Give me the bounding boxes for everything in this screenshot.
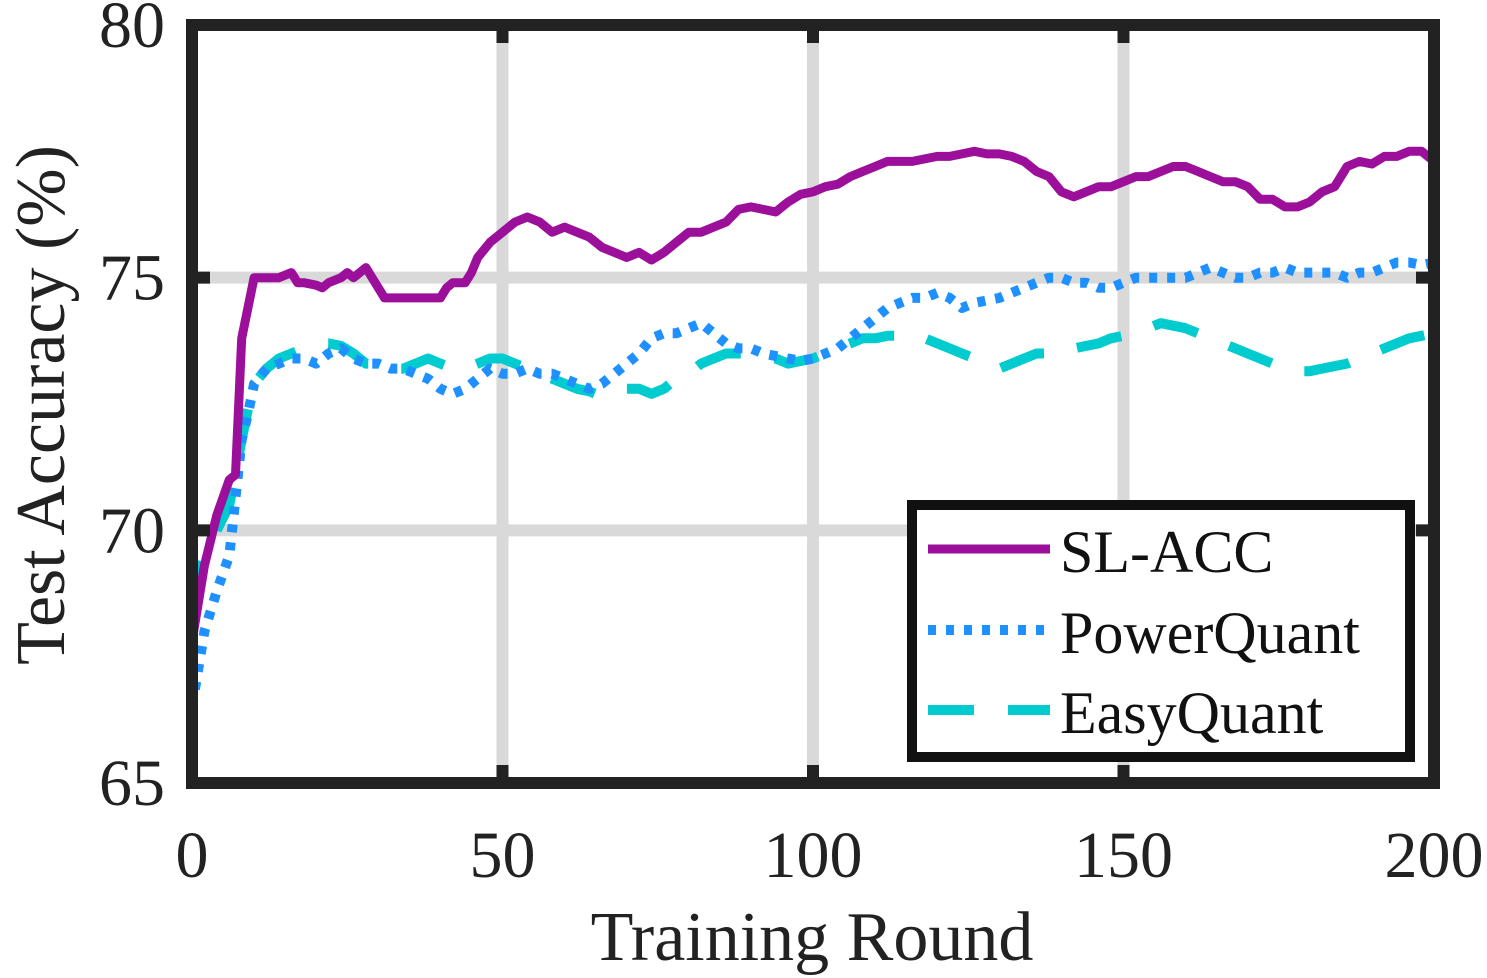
x-tick-label-0: 0 [176,819,209,892]
x-tick-labels: 0 50 100 150 200 [176,819,1484,892]
x-tick-label-200: 200 [1385,819,1484,892]
series-line-sl-acc [187,146,1437,643]
legend-label-powerquant: PowerQuant [1060,600,1360,666]
x-tick-label-100: 100 [764,819,863,892]
y-tick-label-70: 70 [99,494,165,567]
x-tick-label-50: 50 [470,819,536,892]
legend-label-easyquant: EasyQuant [1060,680,1324,746]
series-line-powerquant [187,257,1435,709]
x-axis-title: Training Round [591,899,1034,976]
y-tick-label-80: 80 [99,0,165,62]
tick-marks [186,19,1440,789]
y-axis-title: Test Accuracy (%) [3,145,80,665]
legend: SL-ACC PowerQuant EasyQuant [907,500,1415,762]
legend-label-sl-acc: SL-ACC [1060,519,1273,585]
data-series [187,146,1437,709]
y-tick-labels: 65 70 75 80 [99,0,165,820]
x-tick-label-150: 150 [1074,819,1173,892]
y-tick-label-65: 65 [99,747,165,820]
y-tick-label-75: 75 [99,242,165,315]
